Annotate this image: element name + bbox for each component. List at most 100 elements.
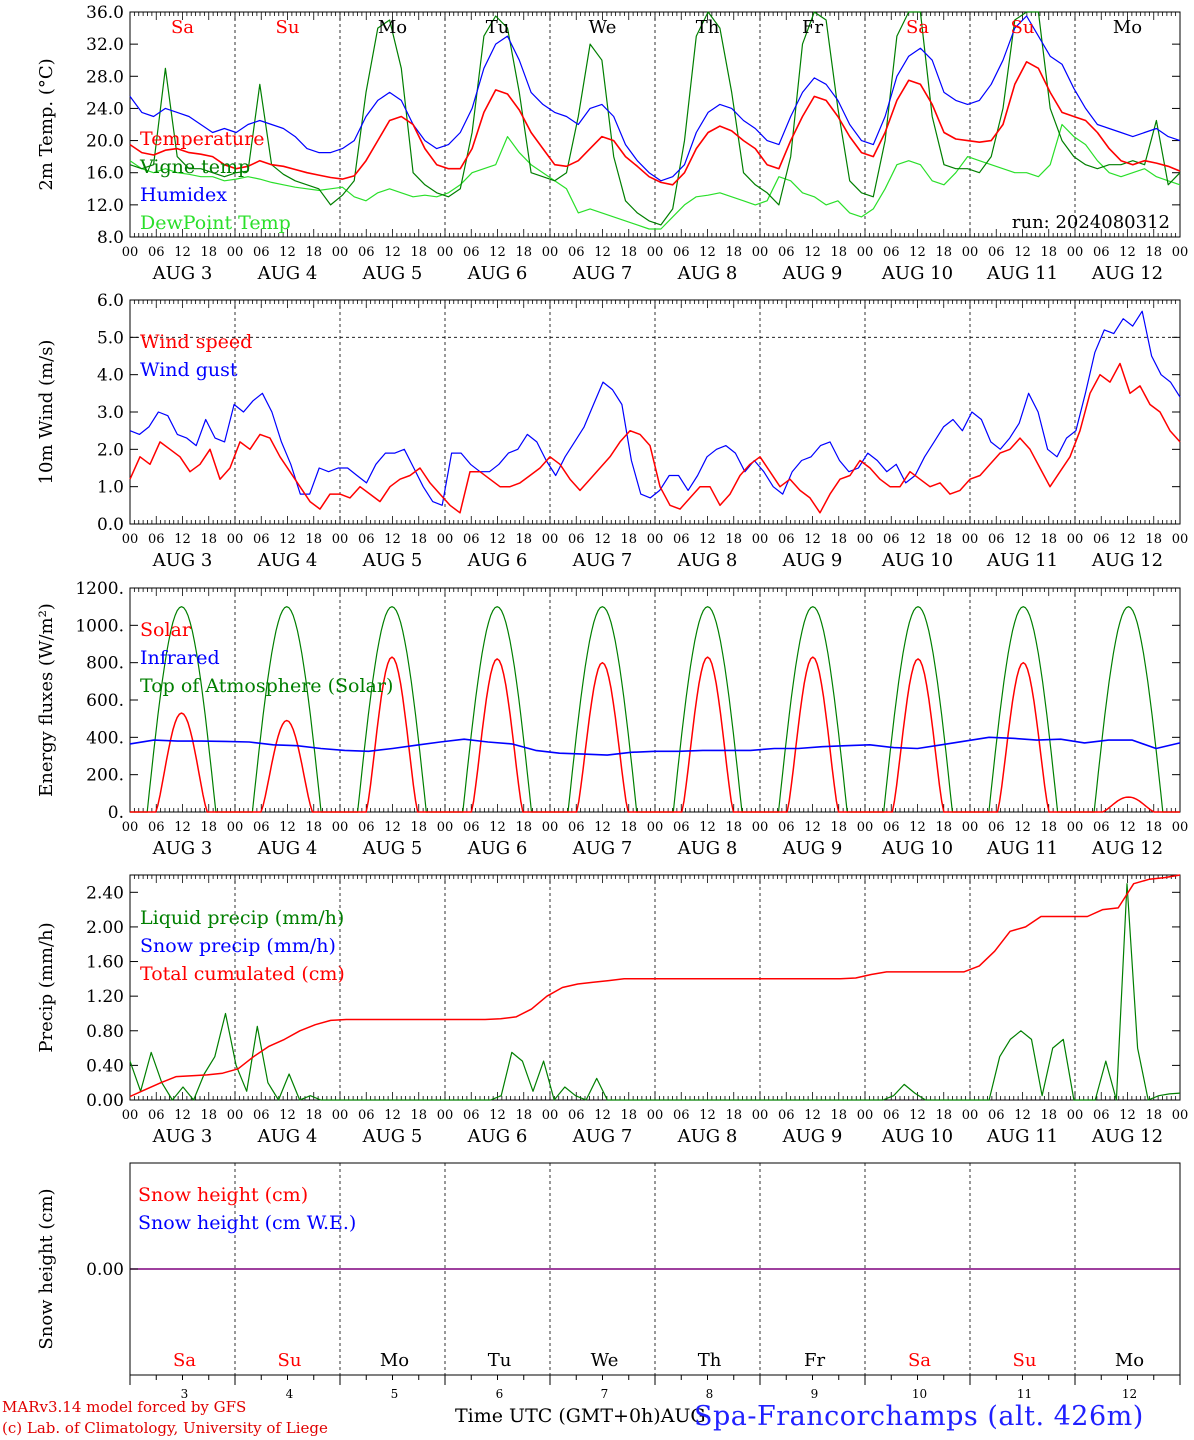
hour-tick-label: 00 <box>542 532 559 547</box>
date-label: AUG 3 <box>152 550 213 571</box>
y-tick-label: 2.0 <box>97 440 124 460</box>
hour-tick-label: 00 <box>647 532 664 547</box>
legend-entry: Solar <box>140 619 192 641</box>
hour-tick-label: 12 <box>699 1108 716 1123</box>
series-liquid-precip-line <box>129 883 1181 1101</box>
hour-tick-label: 06 <box>883 245 900 260</box>
hour-tick-label: 12 <box>1119 1108 1136 1123</box>
hour-tick-label: 06 <box>463 245 480 260</box>
hour-tick-label: 00 <box>1067 1108 1084 1123</box>
hour-tick-label: 12 <box>279 820 296 835</box>
hour-tick-label: 06 <box>148 245 165 260</box>
legend-entry: Liquid precip (mm/h) <box>140 907 344 929</box>
hour-tick-label: 12 <box>489 245 506 260</box>
hour-tick-label: 12 <box>594 532 611 547</box>
date-label: AUG 9 <box>782 550 843 571</box>
hour-tick-label: 00 <box>227 1108 244 1123</box>
hour-tick-label: 06 <box>778 245 795 260</box>
hour-tick-label: 06 <box>883 820 900 835</box>
hour-tick-label: 06 <box>673 820 690 835</box>
hour-tick-label: 00 <box>752 532 769 547</box>
hour-tick-label: 12 <box>1119 820 1136 835</box>
weekday-label: Sa <box>173 1350 196 1371</box>
hour-tick-label: 18 <box>830 820 847 835</box>
hour-tick-label: 06 <box>148 532 165 547</box>
date-label: AUG 12 <box>1091 838 1163 859</box>
day-number-label: 11 <box>1017 1387 1032 1401</box>
hour-tick-label: 06 <box>358 820 375 835</box>
legend-entry: Temperature <box>140 128 264 150</box>
hour-tick-label: 06 <box>673 1108 690 1123</box>
hour-tick-label: 00 <box>962 820 979 835</box>
hour-tick-label: 18 <box>410 245 427 260</box>
series-humidex-line <box>129 15 1181 182</box>
date-label: AUG 7 <box>572 550 633 571</box>
weekday-label: Fr <box>802 17 823 38</box>
run-annotation: run: 2024080312 <box>1012 212 1170 233</box>
hour-tick-label: 12 <box>699 820 716 835</box>
hour-tick-label: 00 <box>437 1108 454 1123</box>
panel-frame <box>129 11 1181 238</box>
date-label: AUG 9 <box>782 263 843 284</box>
y-tick-label: 1200. <box>75 579 124 599</box>
y-axis-label: Precip (mm/h) <box>36 922 57 1052</box>
y-tick-label: 36.0 <box>86 3 124 23</box>
model-credit: MARv3.14 model forced by GFS <box>2 1398 247 1416</box>
hour-tick-label: 06 <box>148 820 165 835</box>
hour-tick-label: 12 <box>384 532 401 547</box>
hour-tick-label: 06 <box>568 1108 585 1123</box>
y-tick-label: 0.80 <box>86 1022 124 1042</box>
y-tick-label: 20.0 <box>86 132 124 152</box>
weekday-label: Th <box>698 1350 722 1371</box>
legend-entry: Snow precip (mm/h) <box>140 935 336 957</box>
hour-tick-label: 18 <box>1145 245 1162 260</box>
y-tick-label: 2.00 <box>86 918 124 938</box>
hour-tick-label: 00 <box>962 1108 979 1123</box>
weekday-label: Sa <box>171 17 194 38</box>
legend-entry: Wind speed <box>140 331 252 353</box>
hour-tick-label: 06 <box>988 245 1005 260</box>
y-tick-label: 200. <box>86 766 124 786</box>
hour-tick-label: 06 <box>358 532 375 547</box>
y-tick-label: 1.0 <box>97 478 124 498</box>
date-label: AUG 8 <box>677 550 738 571</box>
hour-tick-label: 12 <box>1119 245 1136 260</box>
hour-tick-label: 12 <box>594 245 611 260</box>
legend-entry: Top of Atmosphere (Solar) <box>140 675 393 697</box>
hour-tick-label: 00 <box>122 245 139 260</box>
hour-tick-label: 18 <box>830 245 847 260</box>
hour-tick-label: 12 <box>594 820 611 835</box>
hour-tick-label: 06 <box>988 1108 1005 1123</box>
hour-tick-label: 18 <box>515 245 532 260</box>
date-label: AUG 5 <box>362 263 423 284</box>
hour-tick-label: 00 <box>647 245 664 260</box>
y-tick-label: 0. <box>108 803 124 823</box>
date-label: AUG 12 <box>1091 1126 1163 1147</box>
y-tick-label: 0.00 <box>86 1091 124 1111</box>
hour-tick-label: 00 <box>752 1108 769 1123</box>
hour-tick-label: 00 <box>542 1108 559 1123</box>
day-number-label: 8 <box>706 1387 714 1401</box>
hour-tick-label: 18 <box>200 532 217 547</box>
day-number-label: 9 <box>811 1387 819 1401</box>
weekday-label: Mo <box>380 1350 409 1371</box>
hour-tick-label: 18 <box>620 532 637 547</box>
hour-tick-label: 12 <box>804 1108 821 1123</box>
y-tick-label: 32.0 <box>86 35 124 55</box>
hour-tick-label: 12 <box>699 532 716 547</box>
hour-tick-label: 12 <box>1014 245 1031 260</box>
y-tick-label: 1000. <box>75 616 124 636</box>
y-tick-label: 600. <box>86 691 124 711</box>
hour-tick-label: 06 <box>673 532 690 547</box>
hour-tick-label: 12 <box>909 1108 926 1123</box>
hour-tick-label: 00 <box>332 820 349 835</box>
y-tick-label: 28.0 <box>86 67 124 87</box>
hour-tick-label: 18 <box>830 532 847 547</box>
hour-tick-label: 06 <box>988 532 1005 547</box>
hour-tick-label: 12 <box>804 245 821 260</box>
hour-tick-label: 18 <box>620 245 637 260</box>
date-label: AUG 10 <box>881 838 953 859</box>
date-label: AUG 11 <box>986 263 1058 284</box>
weekday-label: We <box>589 17 617 38</box>
y-tick-label: 6.0 <box>97 291 124 311</box>
